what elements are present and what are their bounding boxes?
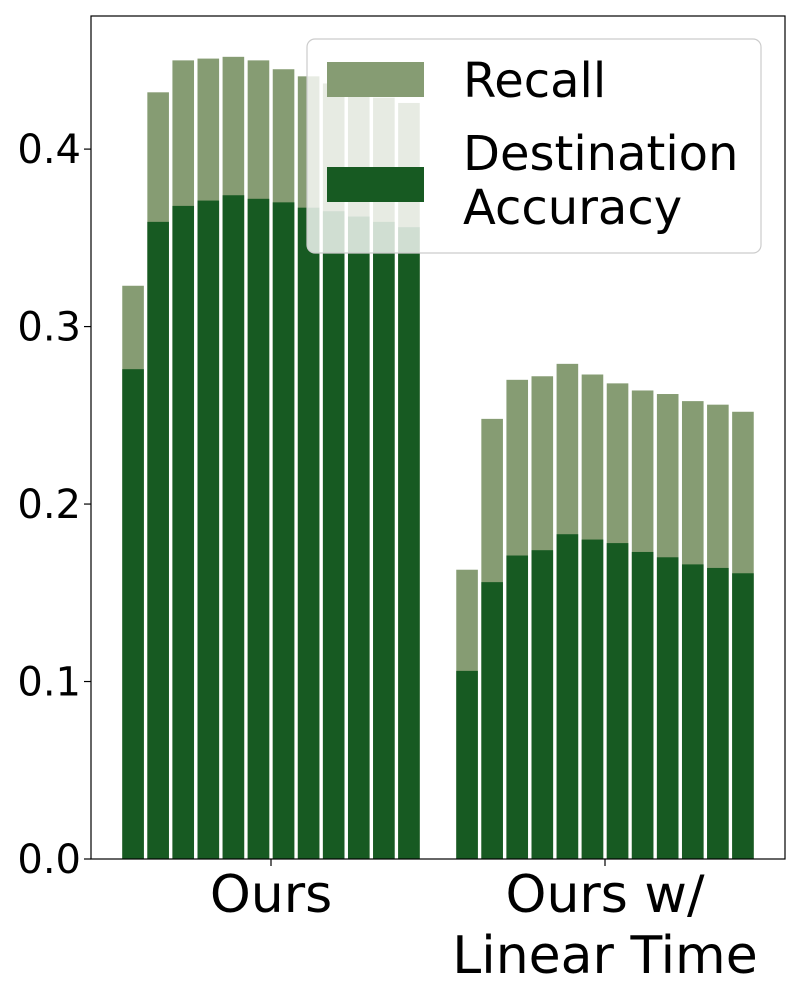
y-tick-label: 0.2 — [17, 482, 81, 528]
plot-frame — [90, 15, 786, 860]
destination-accuracy-bar-g0-11 — [398, 227, 420, 859]
destination-accuracy-bar-g1-6 — [606, 543, 629, 859]
destination-accuracy-bar-g1-3 — [531, 550, 554, 859]
destination-accuracy-bar-g0-10 — [373, 221, 395, 859]
destination-accuracy-bar-g1-5 — [581, 539, 604, 859]
destination-accuracy-bar-g0-1 — [147, 221, 169, 859]
destination-accuracy-legend-swatch — [327, 167, 424, 202]
destination-accuracy-bar-g0-9 — [347, 216, 370, 860]
destination-accuracy-bar-g0-3 — [197, 200, 220, 859]
recall-legend-swatch — [327, 62, 424, 97]
recall-legend-label: Recall — [463, 53, 606, 109]
x-category-label: Ours w/ — [506, 865, 705, 925]
destination-accuracy-bar-g0-8 — [322, 211, 345, 860]
destination-accuracy-bar-g1-9 — [681, 564, 704, 859]
y-tick-label: 0.0 — [17, 837, 81, 883]
destination-accuracy-bar-g1-0 — [456, 670, 478, 859]
destination-accuracy-bar-g1-7 — [631, 551, 654, 859]
y-tick-label: 0.3 — [17, 305, 81, 351]
x-category-label: Ours — [210, 865, 332, 925]
destination-accuracy-bar-g0-5 — [247, 198, 270, 860]
destination-accuracy-bar-g1-4 — [556, 534, 579, 859]
axes-layer: 0.0 0.1 0.2 0.3 0.4 Ours Ours w/Linear Time — [17, 15, 786, 986]
destination-accuracy-bar-g1-1 — [481, 582, 503, 859]
bars-layer — [122, 56, 754, 860]
y-tick-label: 0.1 — [17, 660, 81, 706]
destination-accuracy-bar-g0-6 — [272, 202, 295, 860]
destination-accuracy-legend-label: Destination — [463, 126, 738, 182]
y-tick-label: 0.4 — [17, 127, 81, 173]
destination-accuracy-bar-g1-11 — [732, 573, 754, 859]
destination-accuracy-bar-g0-2 — [172, 205, 195, 859]
destination-accuracy-bar-g0-7 — [297, 207, 320, 860]
x-category-label: Linear Time — [452, 926, 757, 986]
destination-accuracy-bar-g1-2 — [506, 555, 529, 859]
destination-accuracy-bar-g1-8 — [656, 557, 679, 859]
destination-accuracy-bar-g0-4 — [222, 195, 245, 859]
destination-accuracy-bar-g1-10 — [707, 567, 729, 859]
destination-accuracy-legend-label: Accuracy — [463, 180, 682, 236]
destination-accuracy-bar-g0-0 — [122, 369, 144, 859]
